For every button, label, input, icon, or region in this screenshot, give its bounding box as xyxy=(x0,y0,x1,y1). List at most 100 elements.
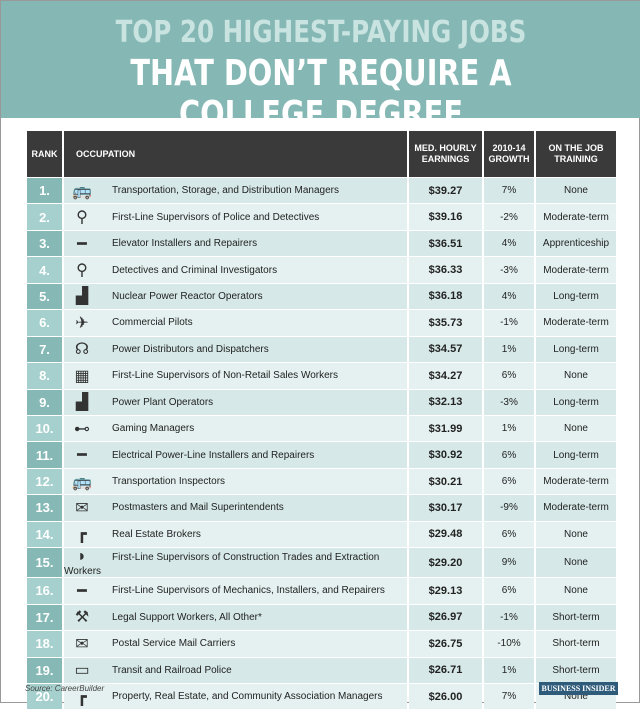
occupation-cell: ⚲ First-Line Supervisors of Police and De… xyxy=(64,203,407,230)
screwdriver-icon: ━ xyxy=(77,235,87,253)
occupation-cell: ┏ Property, Real Estate, and Community As… xyxy=(64,683,407,709)
growth-cell: 6% xyxy=(484,520,534,548)
training-cell: None xyxy=(536,177,616,204)
header-earnings: MED. HOURLY EARNINGS xyxy=(409,131,482,177)
training-cell: None xyxy=(536,547,616,578)
earnings-cell: $39.27 xyxy=(409,177,482,204)
occupation-cell: ┏ Real Estate Brokers xyxy=(64,520,407,548)
rank-cell: 11. xyxy=(27,441,62,468)
growth-cell: -2% xyxy=(484,203,534,230)
occupation-label: First-Line Supervisors of Construction T… xyxy=(64,551,380,578)
occupation-cell: ☊ Power Distributors and Dispatchers xyxy=(64,335,407,363)
earnings-cell: $39.16 xyxy=(409,203,482,230)
earnings-cell: $36.51 xyxy=(409,229,482,257)
occupation-cell: ⚒ Legal Support Workers, All Other* xyxy=(64,603,407,631)
growth-cell: 6% xyxy=(484,577,534,604)
occupation-label: Real Estate Brokers xyxy=(112,528,201,540)
occupation-cell: ⚲ Detectives and Criminal Investigators xyxy=(64,256,407,283)
training-cell: None xyxy=(536,577,616,604)
training-cell: None xyxy=(536,362,616,389)
earnings-cell: $32.13 xyxy=(409,388,482,415)
table-row: 10. ⊷ Gaming Managers $31.99 1% None xyxy=(27,414,616,442)
occupation-cell: 🚌 Transportation Inspectors xyxy=(64,467,407,495)
training-cell: Moderate-term xyxy=(536,309,616,336)
growth-cell: -9% xyxy=(484,494,534,521)
magnifier-icon: ⚲ xyxy=(76,209,88,227)
rank-cell: 14. xyxy=(27,520,62,548)
power-plant-icon: ▟ xyxy=(75,288,89,306)
occupation-label: Elevator Installers and Repairers xyxy=(112,238,258,250)
growth-cell: 1% xyxy=(484,656,534,684)
table-row: 16. ━ First-Line Supervisors of Mechanics… xyxy=(27,577,616,604)
growth-cell: 7% xyxy=(484,683,534,709)
title-line-1: TOP 20 HIGHEST-PAYING JOBS xyxy=(115,15,527,50)
envelope-icon: ✉ xyxy=(75,635,89,653)
training-cell: Apprenticeship xyxy=(536,229,616,257)
growth-cell: 6% xyxy=(484,467,534,495)
table-row: 6. ✈ Commercial Pilots $35.73 -1% Moderat… xyxy=(27,309,616,336)
earnings-cell: $31.99 xyxy=(409,414,482,442)
title-band: TOP 20 HIGHEST-PAYING JOBS THAT DON’T RE… xyxy=(1,1,640,135)
business-insider-logo: BUSINESS INSIDER xyxy=(539,682,618,695)
training-cell: Moderate-term xyxy=(536,467,616,495)
table-row: 14. ┏ Real Estate Brokers $29.48 6% None xyxy=(27,520,616,548)
earnings-cell: $36.18 xyxy=(409,282,482,310)
jobs-table: RANK OCCUPATION MED. HOURLY EARNINGS 201… xyxy=(25,131,618,709)
growth-cell: -10% xyxy=(484,630,534,657)
rank-cell: 1. xyxy=(27,177,62,204)
sign-post-icon: ┏ xyxy=(77,526,87,544)
occupation-cell: ✉ Postmasters and Mail Superintendents xyxy=(64,494,407,521)
training-cell: Short-term xyxy=(536,603,616,631)
rank-cell: 17. xyxy=(27,603,62,631)
rank-cell: 3. xyxy=(27,229,62,257)
earnings-cell: $36.33 xyxy=(409,256,482,283)
ledger-icon: ▦ xyxy=(74,367,90,385)
occupation-label: Property, Real Estate, and Community Ass… xyxy=(112,691,383,703)
header-growth: 2010-14 GROWTH xyxy=(484,131,534,177)
earnings-cell: $34.57 xyxy=(409,335,482,363)
occupation-cell: 🚌 Transportation, Storage, and Distributi… xyxy=(64,177,407,204)
occupation-label: Transportation, Storage, and Distributio… xyxy=(112,185,339,197)
training-cell: Moderate-term xyxy=(536,256,616,283)
occupation-label: Gaming Managers xyxy=(112,423,195,435)
earnings-cell: $30.21 xyxy=(409,467,482,495)
occupation-cell: ▦ First-Line Supervisors of Non-Retail Sa… xyxy=(64,362,407,389)
occupation-cell: ▟ Power Plant Operators xyxy=(64,388,407,415)
rank-cell: 13. xyxy=(27,494,62,521)
growth-cell: 7% xyxy=(484,177,534,204)
rank-cell: 4. xyxy=(27,256,62,283)
occupation-cell: ━ Elevator Installers and Repairers xyxy=(64,229,407,257)
rank-cell: 7. xyxy=(27,335,62,363)
earnings-cell: $26.71 xyxy=(409,656,482,684)
rank-cell: 18. xyxy=(27,630,62,657)
occupation-label: Detectives and Criminal Investigators xyxy=(112,264,278,276)
occupation-cell: ━ First-Line Supervisors of Mechanics, In… xyxy=(64,577,407,604)
occupation-cell: ◗ First-Line Supervisors of Construction … xyxy=(64,547,407,578)
occupation-cell: ⊷ Gaming Managers xyxy=(64,414,407,442)
rank-cell: 2. xyxy=(27,203,62,230)
occupation-label: Power Distributors and Dispatchers xyxy=(112,343,269,355)
source-note: Source: CareerBuilder xyxy=(25,684,105,693)
growth-cell: 6% xyxy=(484,441,534,468)
growth-cell: 6% xyxy=(484,362,534,389)
earnings-cell: $26.97 xyxy=(409,603,482,631)
headset-icon: ☊ xyxy=(74,341,90,359)
occupation-label: Postal Service Mail Carriers xyxy=(112,638,236,650)
training-cell: Short-term xyxy=(536,630,616,657)
growth-cell: 4% xyxy=(484,229,534,257)
occupation-cell: ✈ Commercial Pilots xyxy=(64,309,407,336)
occupation-label: First-Line Supervisors of Non-Retail Sal… xyxy=(112,370,339,382)
earnings-cell: $30.17 xyxy=(409,494,482,521)
table-row: 7. ☊ Power Distributors and Dispatchers $… xyxy=(27,335,616,363)
rank-cell: 12. xyxy=(27,467,62,495)
rank-cell: 6. xyxy=(27,309,62,336)
growth-cell: 4% xyxy=(484,282,534,310)
occupation-label: Transit and Railroad Police xyxy=(112,664,232,676)
title-line-2: THAT DON’T REQUIRE A COLLEGE DEGREE xyxy=(130,53,512,135)
envelope-icon: ✉ xyxy=(75,499,89,517)
table-row: 1. 🚌 Transportation, Storage, and Distrib… xyxy=(27,177,616,204)
header-occupation: OCCUPATION xyxy=(64,131,407,177)
occupation-cell: ▭ Transit and Railroad Police xyxy=(64,656,407,684)
training-cell: Long-term xyxy=(536,335,616,363)
table-row: 17. ⚒ Legal Support Workers, All Other* $… xyxy=(27,603,616,631)
